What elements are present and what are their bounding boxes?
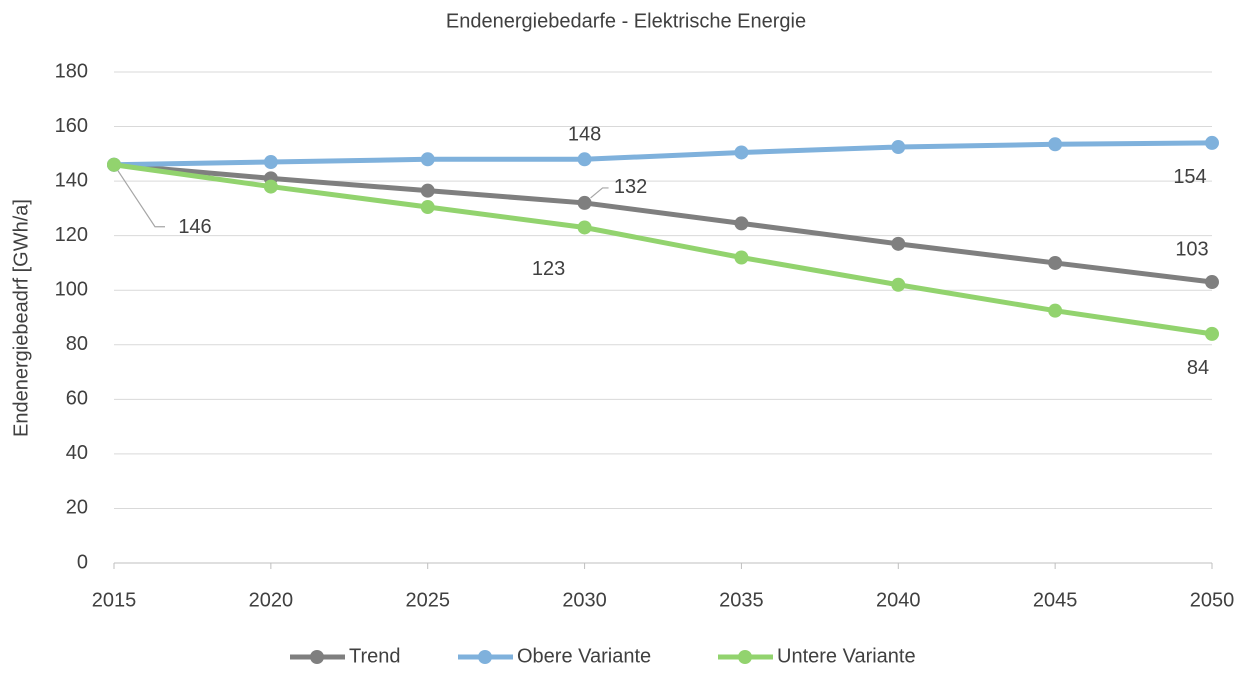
y-tick-label: 40	[66, 442, 88, 464]
y-tick-label: 0	[77, 551, 88, 573]
point	[891, 140, 906, 155]
y-tick-label: 120	[55, 224, 88, 246]
y-tick-label: 140	[55, 169, 88, 191]
legend-marker	[310, 650, 324, 664]
point	[734, 216, 749, 231]
y-tick-label: 180	[55, 60, 88, 82]
point	[107, 157, 121, 172]
x-tick-label: 2050	[1190, 589, 1235, 611]
point	[577, 152, 592, 167]
point	[263, 155, 278, 170]
chart-title: Endenergiebedarfe - Elektrische Energie	[446, 10, 806, 32]
x-tick-label: 2045	[1033, 589, 1078, 611]
series-line	[113, 162, 1213, 337]
point	[263, 179, 278, 194]
y-tick-label: 60	[66, 388, 88, 410]
legend-label: Obere Variante	[517, 645, 651, 667]
x-tick-label: 2015	[92, 589, 137, 611]
point	[1205, 135, 1219, 150]
x-tick-label: 2020	[249, 589, 294, 611]
data-label: 146	[178, 216, 211, 238]
x-tick-label: 2040	[876, 589, 921, 611]
legend-label: Trend	[349, 645, 401, 667]
point	[1048, 137, 1063, 152]
legend-marker	[738, 650, 752, 664]
y-tick-label: 80	[66, 333, 88, 355]
series-line	[113, 140, 1213, 168]
point	[420, 200, 435, 215]
data-label: 123	[532, 258, 565, 280]
point	[1205, 326, 1219, 341]
point	[1205, 275, 1219, 290]
point	[1048, 303, 1063, 318]
legend-marker	[478, 650, 492, 664]
y-tick-label: 20	[66, 497, 88, 519]
point	[420, 183, 435, 198]
point	[1048, 255, 1063, 270]
x-tick-label: 2035	[719, 589, 764, 611]
point	[420, 152, 435, 167]
leader-line	[113, 164, 165, 228]
point	[734, 250, 749, 265]
y-tick-label: 160	[55, 115, 88, 137]
point	[577, 220, 592, 235]
data-label: 103	[1175, 238, 1208, 260]
point	[891, 236, 906, 251]
data-label: 148	[568, 124, 601, 146]
x-tick-label: 2025	[405, 589, 450, 611]
point	[734, 145, 749, 160]
data-label: 132	[614, 176, 647, 198]
x-tick-label: 2030	[562, 589, 607, 611]
leader-line	[590, 187, 609, 199]
data-label: 154	[1173, 166, 1206, 188]
legend-label: Untere Variante	[777, 645, 916, 667]
series-line	[113, 162, 1213, 285]
y-axis-label: Endenergiebeadrf [GWh/a]	[10, 199, 32, 437]
point	[891, 277, 906, 292]
y-tick-label: 100	[55, 279, 88, 301]
data-label: 84	[1187, 357, 1209, 379]
point	[577, 195, 592, 210]
